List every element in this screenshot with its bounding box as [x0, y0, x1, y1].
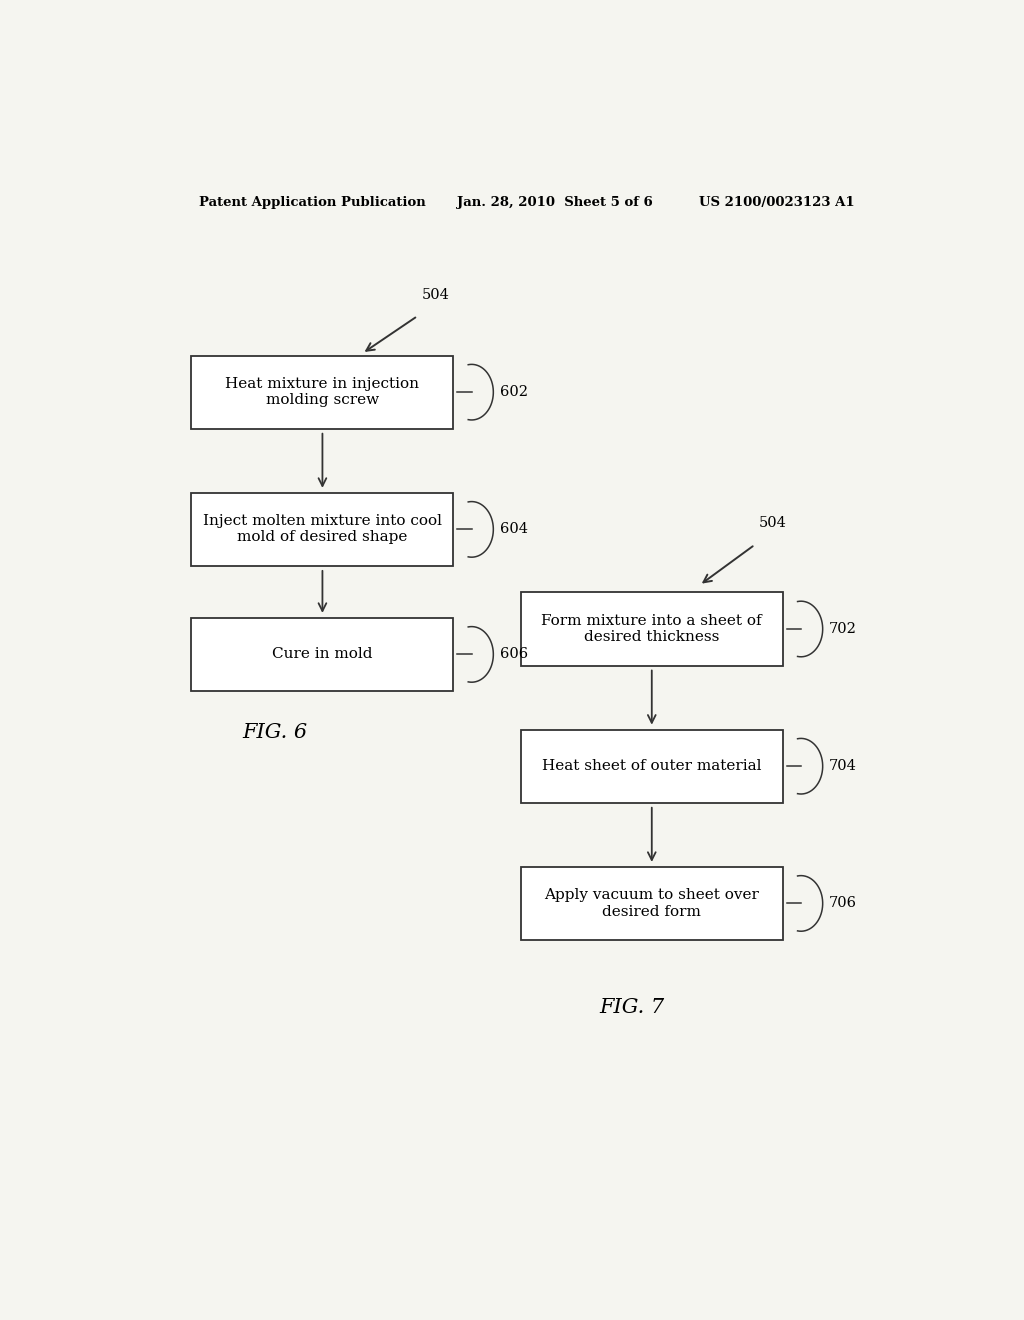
Text: Heat sheet of outer material: Heat sheet of outer material — [542, 759, 762, 774]
Text: FIG. 7: FIG. 7 — [599, 998, 665, 1016]
Text: 604: 604 — [500, 523, 527, 536]
Text: 504: 504 — [422, 288, 450, 302]
Text: 704: 704 — [829, 759, 857, 774]
Text: Form mixture into a sheet of
desired thickness: Form mixture into a sheet of desired thi… — [542, 614, 762, 644]
Text: Jan. 28, 2010  Sheet 5 of 6: Jan. 28, 2010 Sheet 5 of 6 — [458, 195, 653, 209]
Bar — [191, 492, 454, 566]
Text: Heat mixture in injection
molding screw: Heat mixture in injection molding screw — [225, 378, 420, 408]
Bar — [521, 593, 782, 665]
Text: 702: 702 — [829, 622, 857, 636]
Text: Apply vacuum to sheet over
desired form: Apply vacuum to sheet over desired form — [545, 888, 759, 919]
Text: 602: 602 — [500, 385, 527, 399]
Bar — [191, 618, 454, 690]
Text: 706: 706 — [829, 896, 857, 911]
Text: 504: 504 — [759, 516, 786, 531]
Text: US 2100/0023123 A1: US 2100/0023123 A1 — [699, 195, 855, 209]
Text: Inject molten mixture into cool
mold of desired shape: Inject molten mixture into cool mold of … — [203, 515, 442, 544]
Text: Patent Application Publication: Patent Application Publication — [200, 195, 426, 209]
Bar — [521, 730, 782, 803]
Text: FIG. 6: FIG. 6 — [243, 723, 307, 742]
Text: 606: 606 — [500, 647, 527, 661]
Text: Cure in mold: Cure in mold — [272, 647, 373, 661]
Bar — [521, 867, 782, 940]
Bar — [191, 355, 454, 429]
